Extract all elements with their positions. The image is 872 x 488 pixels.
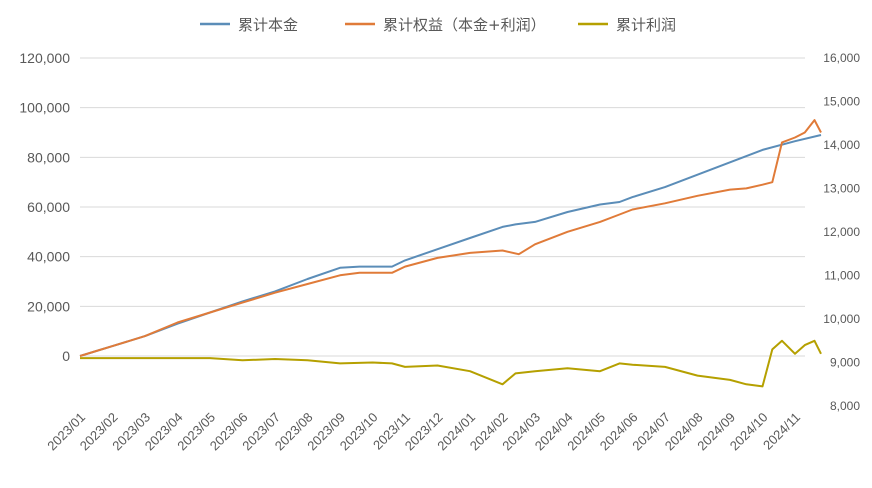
legend-label: 累计利润 (616, 16, 676, 34)
right-axis-tick-label: 10,000 (823, 312, 860, 326)
left-axis-tick-label: 120,000 (19, 50, 70, 66)
gridlines (80, 57, 805, 357)
left-axis-ticks: 0 20,000 40,000 60,000 80,000 100,000 120,000 (19, 50, 70, 364)
left-axis-tick-label: 100,000 (19, 100, 70, 116)
left-axis-tick-label: 60,000 (27, 199, 70, 215)
right-axis-tick-label: 12,000 (823, 225, 860, 239)
legend-label: 累计本金 (238, 16, 298, 34)
right-axis-tick-label: 8,000 (830, 399, 860, 413)
left-axis-tick-label: 40,000 (27, 249, 70, 265)
series-layer (79, 119, 822, 388)
right-axis-tick-label: 13,000 (823, 182, 860, 196)
x-axis-ticks: 2023/012023/022023/032023/042023/052023/… (44, 410, 803, 454)
series-line-3 (80, 339, 822, 388)
right-axis-tick-label: 11,000 (824, 269, 860, 283)
legend-label: 累计权益（本金+利润） (383, 16, 546, 34)
right-axis-ticks: 8,000 9,000 10,000 11,000 12,000 13,000 14,000… (823, 51, 860, 413)
left-axis-tick-label: 80,000 (27, 149, 70, 165)
series-line-1 (79, 134, 822, 357)
right-axis-tick-label: 15,000 (823, 95, 860, 109)
legend: 累计本金 累计权益（本金+利润） 累计利润 (200, 16, 676, 34)
left-axis-tick-label: 0 (62, 348, 70, 364)
series-line-2 (79, 119, 822, 357)
right-axis-tick-label: 9,000 (830, 356, 860, 370)
right-axis-tick-label: 16,000 (823, 51, 860, 65)
left-axis-tick-label: 20,000 (27, 298, 70, 314)
right-axis-tick-label: 14,000 (823, 138, 860, 152)
